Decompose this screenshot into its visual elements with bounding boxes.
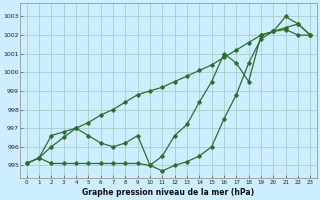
X-axis label: Graphe pression niveau de la mer (hPa): Graphe pression niveau de la mer (hPa): [83, 188, 255, 197]
